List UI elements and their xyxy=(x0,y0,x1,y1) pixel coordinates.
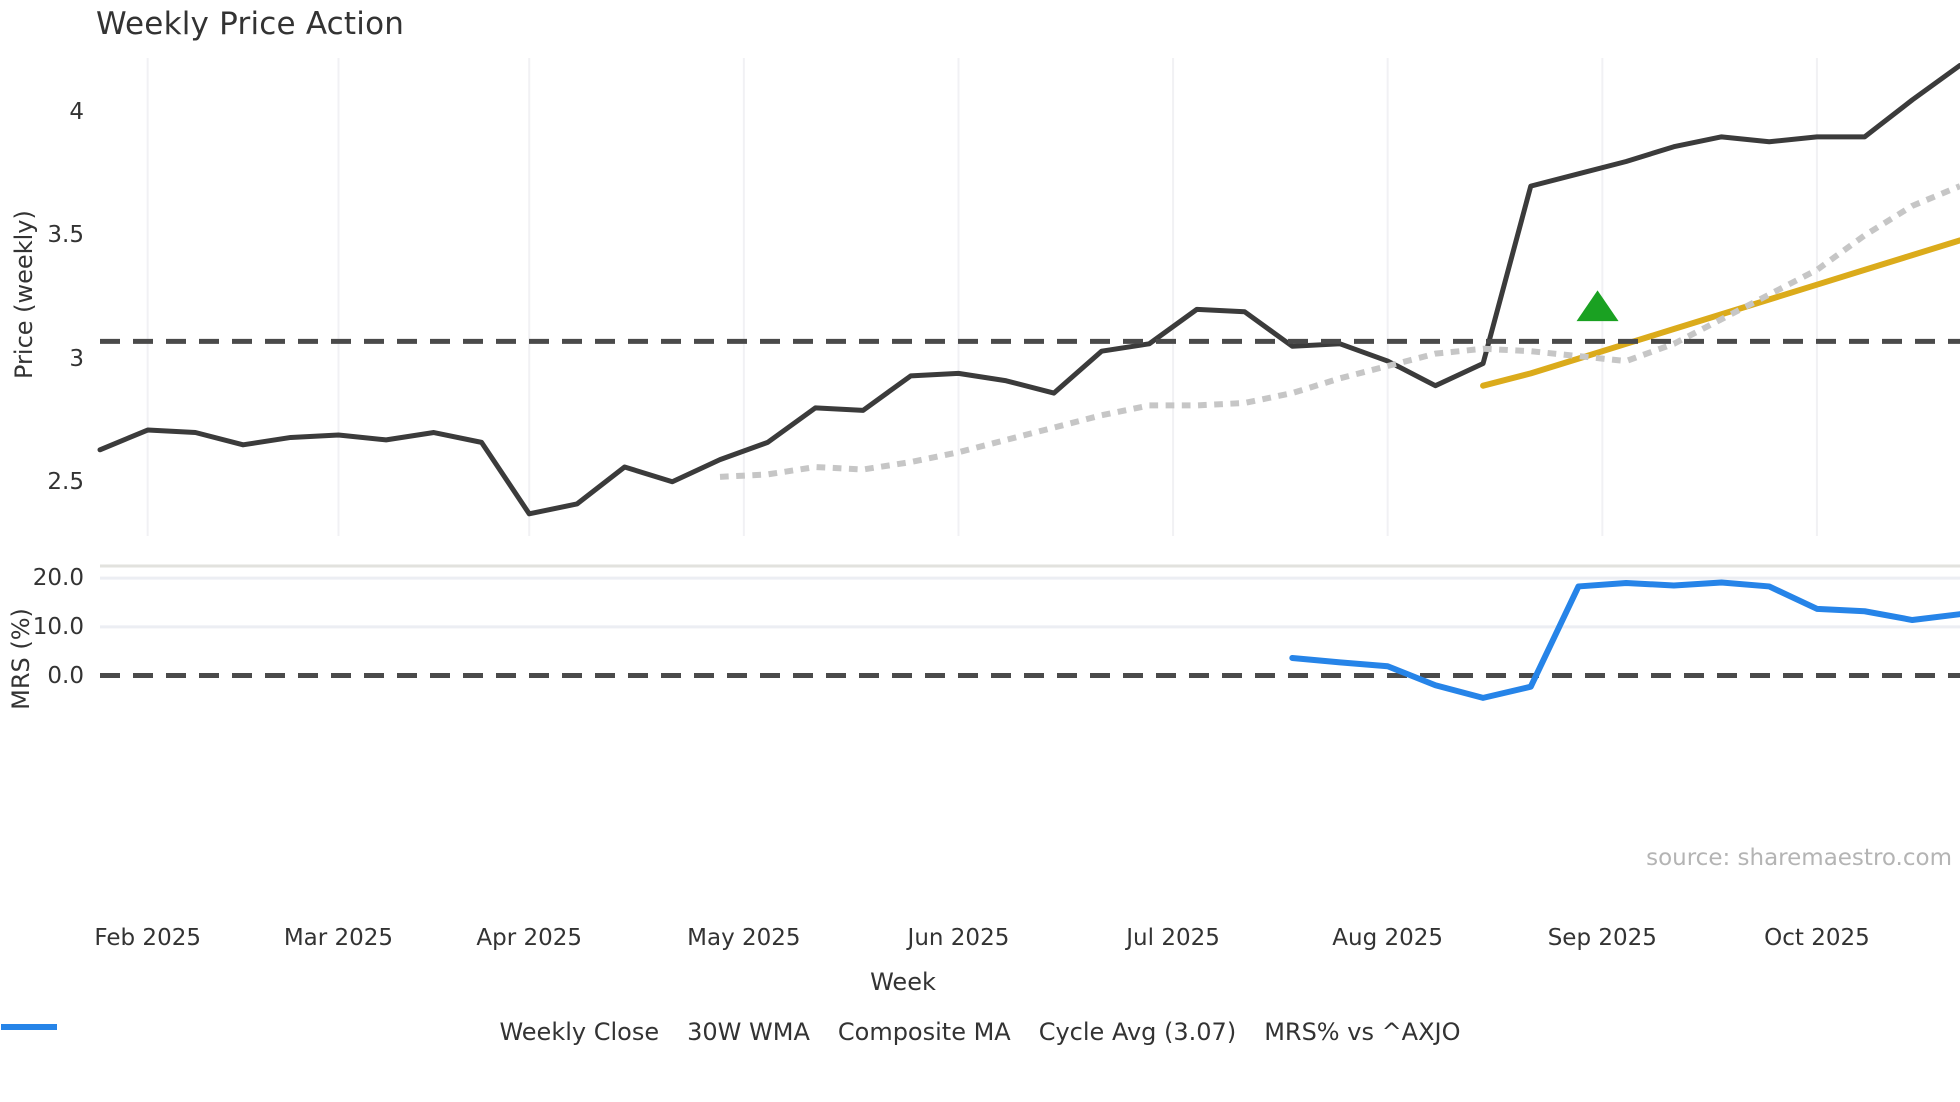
x-tick-5: Jul 2025 xyxy=(1126,925,1220,951)
chart-title: Weekly Price Action xyxy=(96,6,405,42)
legend-label: MRS% vs ^AXJO xyxy=(1264,1018,1461,1046)
legend-label: Cycle Avg (3.07) xyxy=(1038,1018,1237,1046)
chart-legend: Weekly Close 30W WMA Composite MA Cycle Avg… xyxy=(0,1018,1960,1046)
mrs-line-series xyxy=(1289,579,1960,701)
buy-signal-marker xyxy=(1576,290,1619,322)
legend-item-cycle-avg-3-07[interactable]: Cycle Avg (3.07) xyxy=(1,1018,1237,1046)
price-y-tick-3: 4 xyxy=(69,99,84,126)
price-y-tick-2: 3.5 xyxy=(47,222,84,249)
mrs-y-tick-0: 0.0 xyxy=(47,662,84,689)
legend-item-composite-ma[interactable]: Composite MA xyxy=(1,1018,1011,1046)
source-watermark: source: sharemaestro.com xyxy=(1646,845,1952,871)
legend-label: 30W WMA xyxy=(687,1018,810,1046)
legend-item-30w-wma[interactable]: 30W WMA xyxy=(1,1018,810,1046)
x-axis-label: Week xyxy=(870,968,936,996)
mrs-y-tick-2: 20.0 xyxy=(32,565,84,592)
price-y-tick-0: 2.5 xyxy=(47,468,84,495)
x-tick-1: Mar 2025 xyxy=(283,925,394,951)
legend-label: Weekly Close xyxy=(499,1018,660,1046)
price-line-composite-ma xyxy=(719,183,1960,480)
x-tick-4: Jun 2025 xyxy=(907,925,1010,951)
legend-item-weekly-close[interactable]: Weekly Close xyxy=(1,1018,660,1046)
x-tick-0: Feb 2025 xyxy=(94,925,201,951)
x-tick-3: May 2025 xyxy=(687,925,801,951)
price-line-30w-wma xyxy=(1480,237,1960,389)
x-tick-7: Sep 2025 xyxy=(1547,925,1657,951)
legend-swatch-4 xyxy=(1,1024,57,1030)
price-y-tick-1: 3 xyxy=(69,345,84,372)
legend-item-mrs-vs-axjo[interactable]: MRS% vs ^AXJO xyxy=(1,1018,1461,1046)
price-line-weekly-close xyxy=(97,62,1960,517)
legend-label: Composite MA xyxy=(837,1018,1011,1046)
x-tick-2: Apr 2025 xyxy=(476,925,583,951)
x-tick-8: Oct 2025 xyxy=(1764,925,1870,951)
mrs-y-tick-1: 10.0 xyxy=(32,613,84,640)
x-tick-6: Aug 2025 xyxy=(1332,925,1444,951)
